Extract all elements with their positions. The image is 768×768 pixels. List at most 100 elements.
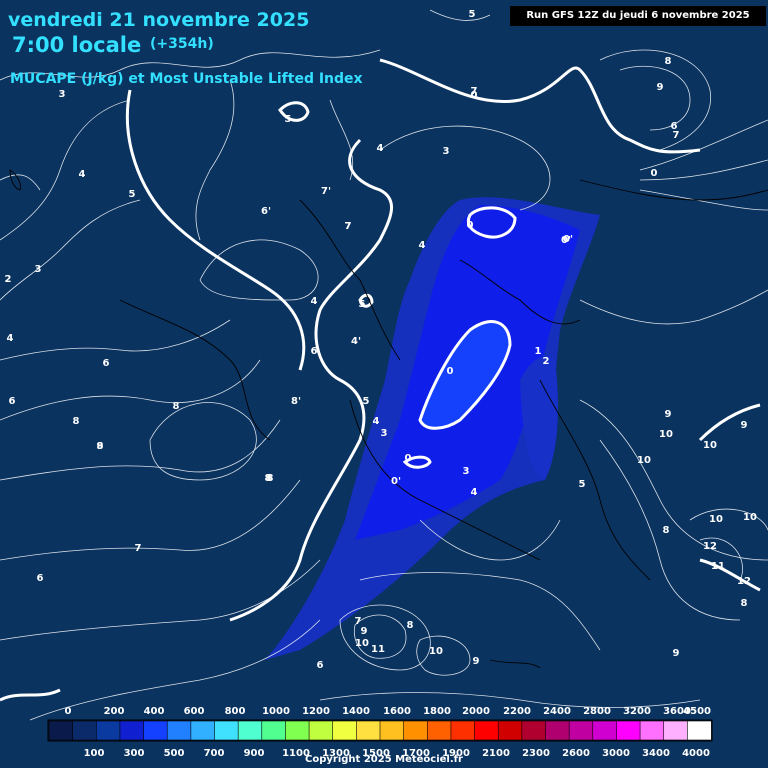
contour-line — [0, 419, 281, 481]
forecast-offset: (+354h) — [150, 36, 214, 52]
contour-line — [579, 399, 768, 561]
legend-swatch — [545, 720, 570, 741]
contour-label: 4 — [79, 169, 86, 180]
legend-bottom-label: 2100 — [482, 748, 510, 759]
contour-label: 4' — [351, 336, 361, 347]
contour-label: 4 — [471, 487, 478, 498]
contour-label: 4 — [7, 333, 14, 344]
contour-label: 6 — [103, 358, 110, 369]
contour-line — [699, 537, 743, 581]
contour-line — [639, 159, 768, 181]
contour-line — [599, 49, 712, 151]
contour-label: 0 — [467, 220, 474, 231]
parameter-title: MUCAPE (J/kg) et Most Unstable Lifted In… — [10, 71, 363, 87]
legend-swatch — [663, 720, 689, 741]
contour-line — [0, 359, 261, 421]
legend-swatch — [48, 720, 74, 741]
legend-bottom-label: 1900 — [442, 748, 470, 759]
legend-swatch — [450, 720, 476, 741]
contour-label: 4 — [311, 296, 318, 307]
zero-contour — [466, 206, 517, 239]
contour-label: 6 — [37, 573, 44, 584]
legend-bottom-label: 1100 — [282, 748, 310, 759]
contour-line — [419, 519, 561, 561]
legend-top-label: 4500 — [683, 706, 711, 717]
contour-line — [639, 119, 768, 171]
legend-bottom-label: 1700 — [402, 748, 430, 759]
coastline — [9, 169, 21, 191]
legend-swatch — [356, 720, 381, 741]
contour-label: 3 — [381, 428, 388, 439]
legend-swatch — [403, 720, 428, 741]
contour-line — [689, 508, 768, 531]
contour-line — [0, 199, 141, 301]
contour-label: 10 — [709, 514, 723, 525]
contour-label: 3 — [463, 466, 470, 477]
contour-label: 1 — [535, 346, 542, 357]
legend-swatch — [166, 720, 192, 741]
legend-swatch — [190, 720, 216, 741]
legend-swatch — [521, 720, 547, 741]
legend-top-label: 400 — [144, 706, 165, 717]
legend-swatch — [308, 720, 334, 741]
contour-line — [0, 319, 231, 361]
contour-line — [353, 614, 407, 659]
contour-line — [579, 289, 768, 325]
legend-top-label: 3600 — [663, 706, 691, 717]
contour-line — [0, 99, 131, 241]
legend-swatch — [426, 720, 452, 741]
legend-frame — [47, 719, 713, 742]
legend-bottom-label: 1500 — [362, 748, 390, 759]
legend-top-label: 1600 — [383, 706, 411, 717]
coastline — [489, 659, 541, 669]
legend-bottom-label: 900 — [244, 748, 265, 759]
legend-swatch — [285, 720, 310, 741]
contour-label: 9 — [741, 420, 748, 431]
contour-line — [339, 604, 431, 671]
legend-swatches — [48, 720, 712, 741]
legend-swatch — [568, 720, 594, 741]
legend-bottom-label: 4000 — [682, 748, 710, 759]
contour-label: 8' — [291, 396, 301, 407]
legend-top-label: 200 — [104, 706, 125, 717]
contour-line — [639, 189, 768, 211]
legend-bottom-label: 700 — [204, 748, 225, 759]
contour-label: 2 — [5, 274, 12, 285]
contour-label: 5 — [579, 479, 586, 490]
legend-swatch — [687, 720, 712, 741]
contour-line — [599, 439, 741, 621]
contour-label: 3 — [59, 89, 66, 100]
legend-bottom-labels: 100 300 500 700 900 1100 1300 1500 1700 1900 2100 2… — [84, 748, 710, 759]
contour-label: 8 — [741, 598, 748, 609]
coastlines — [9, 169, 768, 669]
contour-label: 11 — [371, 644, 385, 655]
legend-bottom-label: 300 — [124, 748, 145, 759]
zero-contour — [278, 101, 310, 122]
contour-label: 5 — [285, 114, 292, 125]
legend-swatch — [639, 720, 665, 741]
contour-line — [416, 635, 471, 676]
cape-band-right — [520, 356, 558, 480]
legend-bottom-label: 3400 — [642, 748, 670, 759]
thick-contours — [0, 58, 761, 702]
legend-top-labels: 0 200 400 600 800 1000 1200 1400 1600 1800 2000 220… — [65, 706, 712, 717]
contour-label: 4 — [419, 240, 426, 251]
contour-label: 6 — [311, 346, 318, 357]
legend-top-label: 1800 — [423, 706, 451, 717]
contour-label: 0' — [391, 476, 401, 487]
run-info: Run GFS 12Z du jeudi 6 novembre 2025 — [510, 6, 766, 26]
legend-swatch — [497, 720, 523, 741]
contour-label: 10 — [355, 638, 369, 649]
legend-swatch — [72, 720, 97, 741]
cape-band-inner — [420, 321, 510, 429]
contour-label: 7 — [355, 616, 362, 627]
contour-line — [359, 572, 601, 651]
contour-label: 10 — [637, 455, 651, 466]
zero-contour — [402, 455, 432, 469]
contour-label: 9 — [657, 82, 664, 93]
thin-contours — [0, 9, 768, 721]
legend-bottom-label: 1300 — [322, 748, 350, 759]
contour-line — [429, 9, 491, 21]
legend-top-label: 3200 — [623, 706, 651, 717]
contour-label: 8 — [73, 416, 80, 427]
